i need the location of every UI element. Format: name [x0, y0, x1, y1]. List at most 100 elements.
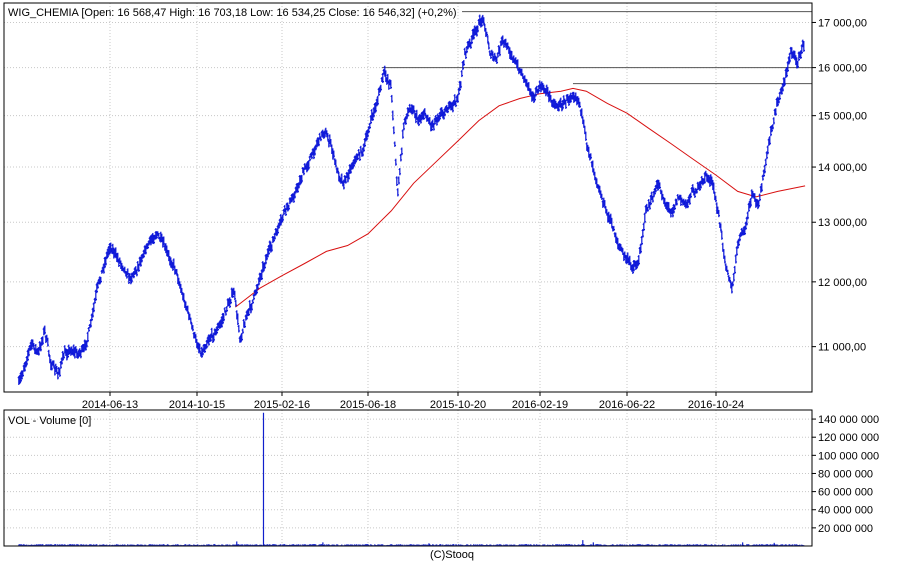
price-bar	[371, 112, 375, 121]
price-bar	[708, 176, 712, 187]
price-bar	[454, 100, 458, 108]
price-bar	[772, 117, 776, 125]
price-bar	[363, 138, 367, 148]
price-bar	[610, 217, 614, 228]
price-bar	[300, 174, 304, 183]
price-bar	[46, 337, 50, 347]
price-bar	[695, 188, 699, 194]
price-bar	[229, 299, 233, 305]
price-bar	[446, 106, 450, 114]
price-bar	[714, 196, 718, 203]
price-bar	[387, 81, 391, 90]
price-bar	[699, 180, 703, 189]
price-bar	[368, 122, 372, 129]
price-bar	[37, 346, 41, 356]
price-bar	[294, 186, 298, 194]
price-bar	[406, 107, 410, 117]
price-bar	[224, 310, 228, 316]
price-bar	[392, 126, 396, 135]
price-bar	[250, 302, 254, 311]
price-bar	[102, 263, 106, 274]
price-bar	[61, 350, 65, 361]
price-bar	[639, 243, 643, 254]
price-bar	[220, 316, 224, 328]
price-bar	[66, 349, 70, 359]
price-bar	[465, 46, 469, 54]
price-bar	[787, 56, 791, 65]
price-bar	[284, 208, 288, 216]
price-bar	[91, 307, 95, 318]
price-bar	[770, 125, 774, 133]
price-bar	[211, 334, 215, 344]
price-bar	[500, 36, 504, 46]
price-bar	[365, 130, 369, 141]
price-bar	[18, 374, 22, 384]
price-bar	[569, 92, 573, 103]
price-bar	[442, 111, 446, 120]
price-bar	[686, 199, 690, 209]
price-bar	[461, 61, 465, 71]
price-bar	[544, 88, 548, 97]
price-bar	[401, 129, 405, 139]
price-bar	[297, 182, 301, 189]
price-bar	[658, 182, 662, 189]
price-bar	[385, 77, 389, 85]
price-bar	[296, 182, 300, 193]
price-bar	[397, 176, 401, 185]
price-bar	[635, 260, 639, 269]
price-bar	[293, 191, 297, 199]
price-bar	[769, 125, 773, 137]
price-bar	[736, 240, 740, 249]
volume-panel-frame	[3, 409, 813, 547]
price-bar	[89, 318, 93, 328]
price-bar	[749, 197, 753, 207]
price-bar	[225, 306, 229, 313]
volume-y-tick-label: 20 000 000	[818, 523, 873, 535]
price-x-tick-label: 2014-06-13	[82, 399, 138, 411]
price-bar	[688, 193, 692, 205]
price-bar	[351, 161, 355, 170]
price-bar	[469, 41, 473, 49]
price-bar	[292, 193, 296, 203]
price-bar	[260, 269, 264, 281]
price-bar	[748, 200, 752, 209]
price-bar	[788, 52, 792, 63]
price-bar	[560, 102, 564, 112]
price-bar	[735, 246, 739, 256]
price-bar	[781, 83, 785, 92]
price-bar	[774, 108, 778, 116]
price-bar	[60, 357, 64, 365]
price-bar	[651, 195, 655, 203]
price-bar	[222, 313, 226, 322]
price-bar	[671, 206, 675, 218]
price-bar	[584, 131, 588, 141]
price-bar	[648, 201, 652, 210]
price-bar	[352, 159, 356, 168]
price-bar	[182, 293, 186, 302]
price-bar	[76, 352, 80, 359]
price-bar	[423, 108, 427, 115]
price-bar	[334, 159, 338, 168]
price-bar	[347, 169, 351, 180]
price-bar	[100, 269, 104, 274]
price-bar	[502, 40, 506, 48]
price-bar	[646, 206, 650, 212]
price-bar	[641, 229, 645, 238]
price-bar	[287, 204, 291, 211]
price-bar	[205, 339, 209, 349]
price-bar	[654, 184, 658, 193]
price-bar	[728, 276, 732, 283]
price-bar	[313, 146, 317, 156]
price-bar	[800, 44, 804, 54]
price-bar	[378, 86, 382, 93]
price-bar	[489, 52, 493, 59]
price-bar	[536, 89, 540, 95]
price-bar	[90, 313, 94, 322]
price-bar	[142, 249, 146, 258]
price-bar	[319, 136, 323, 142]
price-bar	[331, 148, 335, 160]
price-bar	[400, 147, 404, 156]
price-bar	[470, 35, 474, 45]
price-bar	[600, 193, 604, 200]
